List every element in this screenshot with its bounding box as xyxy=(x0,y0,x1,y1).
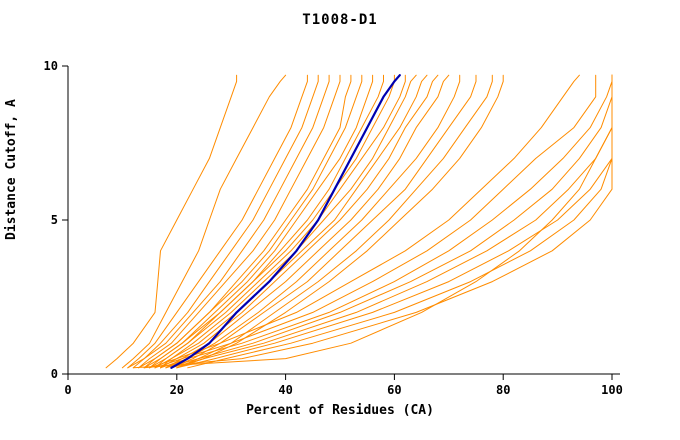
x-tick-label: 40 xyxy=(278,383,292,397)
model-curve xyxy=(149,74,580,369)
model-curve xyxy=(154,74,597,369)
model-curve xyxy=(160,74,428,369)
x-tick-label: 80 xyxy=(496,383,510,397)
y-tick-label: 0 xyxy=(51,367,58,381)
model-curve xyxy=(127,74,308,369)
model-curve xyxy=(121,74,287,369)
model-curve xyxy=(149,74,395,369)
model-curve xyxy=(138,74,341,369)
model-curve xyxy=(160,74,613,369)
x-axis-label: Percent of Residues (CA) xyxy=(246,403,434,418)
model-curve xyxy=(165,74,461,369)
model-curve xyxy=(154,74,406,369)
model-curve xyxy=(143,74,363,369)
x-tick-label: 20 xyxy=(170,383,184,397)
model-curve xyxy=(105,74,238,369)
model-curve xyxy=(127,74,330,369)
plot-title: T1008-D1 xyxy=(302,12,378,28)
model-curve xyxy=(160,74,439,369)
model-curve xyxy=(143,74,613,369)
model-curve xyxy=(154,74,417,369)
x-tick-label: 100 xyxy=(601,383,623,397)
model-curve xyxy=(132,74,319,369)
x-tick-label: 0 xyxy=(64,383,71,397)
x-tick-label: 60 xyxy=(387,383,401,397)
model-curve xyxy=(170,74,613,369)
highlighted-model-curve xyxy=(170,74,401,369)
model-curve xyxy=(138,74,352,369)
model-curve xyxy=(149,74,384,369)
y-tick-label: 10 xyxy=(44,59,58,73)
y-tick-label: 5 xyxy=(51,213,58,227)
model-curve xyxy=(176,74,504,369)
